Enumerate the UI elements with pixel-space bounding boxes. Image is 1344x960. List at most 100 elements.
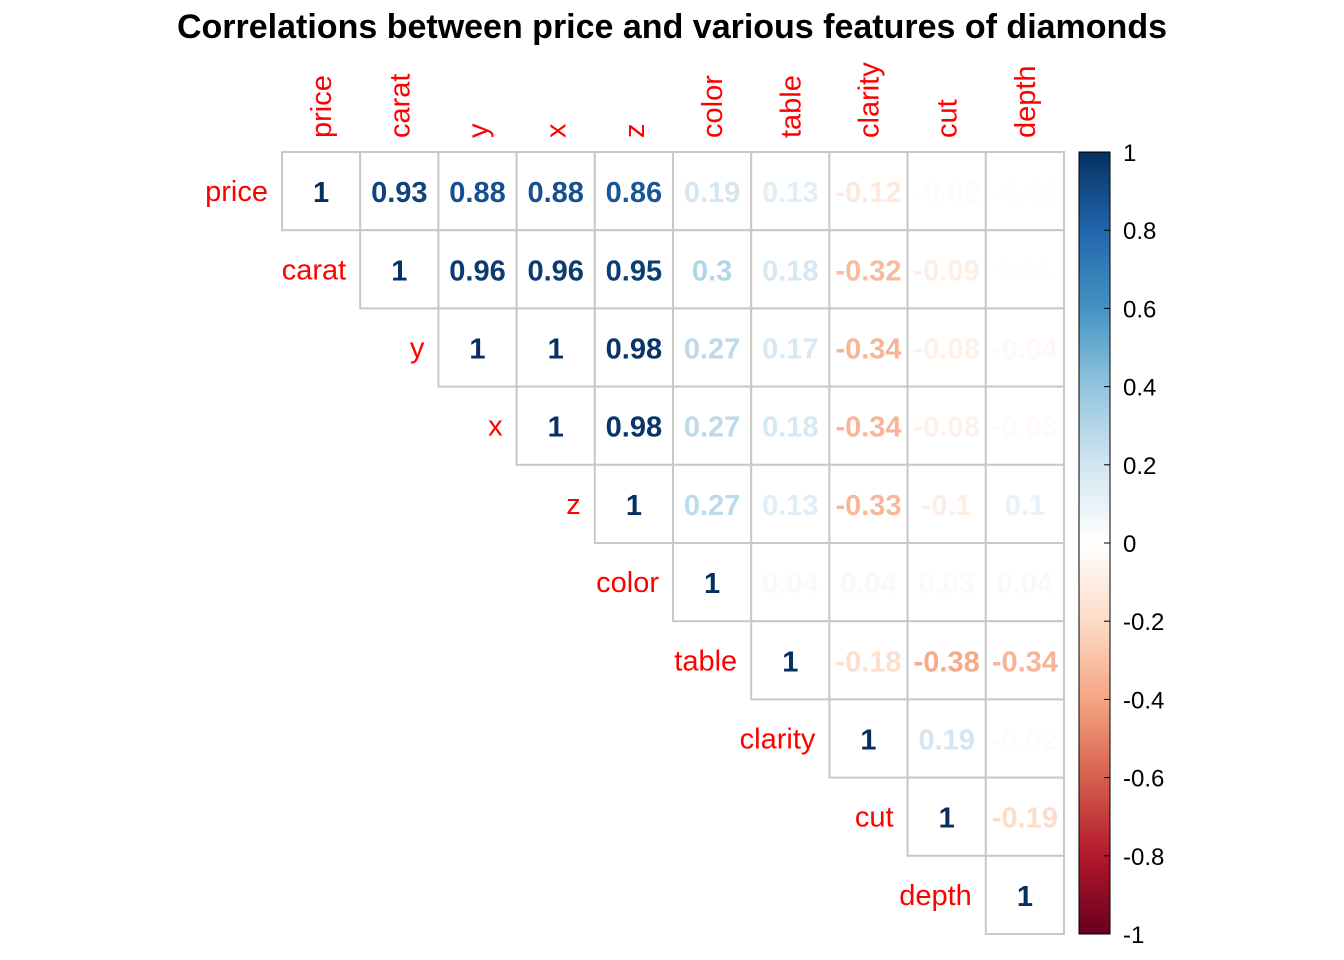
cell-x-cut [906,385,987,466]
cell-y-table [750,307,831,388]
cell-value-clarity-clarity: 1 [860,725,876,757]
row-label-z: z [566,489,581,521]
cell-carat-x [515,229,596,310]
cell-value-carat-x: 0.96 [527,255,583,287]
col-label-price: price [306,75,338,138]
cell-value-clarity-cut: 0.19 [918,725,974,757]
row-label-clarity: clarity [740,724,816,756]
cell-value-depth-depth: 1 [1017,881,1033,913]
cell-table-cut [906,620,987,701]
cell-value-x-color: 0.27 [684,412,740,444]
cell-price-table [750,151,831,232]
col-label-table: table [775,75,807,138]
matrix-cells: 1 0.93 0.88 0.88 0.86 0.19 0.13 -0.12 -0.02 -0.01… [281,151,1065,935]
colorbar: 1 0.8 0.6 0.4 0.2 0 -0.2 -0.4 -0.6 -0.8 -1 [1078,140,1164,949]
cell-value-carat-z: 0.95 [606,255,662,287]
cell-value-price-cut: -0.02 [914,177,980,209]
cell-value-carat-cut: -0.09 [914,255,980,287]
cell-value-y-table: 0.17 [762,334,818,366]
cell-color-color [672,542,753,623]
cell-value-y-clarity: -0.34 [835,334,901,366]
cell-value-carat-color: 0.3 [692,255,732,287]
cell-value-price-x: 0.88 [527,177,583,209]
row-label-price: price [205,176,268,208]
col-label-cut: cut [932,99,964,138]
cell-carat-table [750,229,831,310]
cell-value-color-depth: 0.04 [997,568,1053,600]
cell-value-price-table: 0.13 [762,177,818,209]
cell-value-y-x: 1 [548,334,564,366]
cell-price-cut [906,151,987,232]
cell-value-y-z: 0.98 [606,334,662,366]
cell-value-cut-cut: 1 [939,803,955,835]
cell-y-clarity [828,307,909,388]
colorbar-tick-label: 0.6 [1123,296,1156,323]
cell-cut-cut [906,776,987,857]
colorbar-tick-label: 1 [1123,140,1136,167]
cell-value-x-cut: -0.08 [914,412,980,444]
cell-value-y-color: 0.27 [684,334,740,366]
cell-value-table-table: 1 [782,646,798,678]
cell-value-x-x: 1 [548,412,564,444]
cell-value-z-z: 1 [626,490,642,522]
cell-value-x-depth: -0.03 [992,412,1058,444]
colorbar-tick-label: -0.6 [1123,766,1164,793]
cell-z-table [750,463,831,544]
col-label-z: z [619,124,651,139]
cell-value-clarity-depth: -0.02 [992,725,1058,757]
cell-price-color [672,151,753,232]
cell-z-depth [984,463,1065,544]
cell-value-price-color: 0.19 [684,177,740,209]
cell-value-price-depth: -0.01 [992,177,1058,209]
cell-value-carat-y: 0.96 [449,255,505,287]
cell-value-x-z: 0.98 [606,412,662,444]
cell-value-carat-table: 0.18 [762,255,818,287]
col-label-color: color [697,75,729,138]
cell-value-z-table: 0.13 [762,490,818,522]
cell-carat-cut [906,229,987,310]
cell-depth-depth [984,854,1065,935]
cell-price-clarity [828,151,909,232]
cell-table-table [750,620,831,701]
cell-value-table-cut: -0.38 [914,646,980,678]
col-label-carat: carat [384,74,416,138]
cell-carat-carat [359,229,440,310]
cell-value-y-y: 1 [469,334,485,366]
row-label-cut: cut [855,802,894,834]
cell-value-carat-depth: 0.01 [997,255,1053,287]
cell-value-color-color: 1 [704,568,720,600]
cell-value-z-cut: -0.1 [922,490,972,522]
cell-price-y [437,151,518,232]
cell-value-price-y: 0.88 [449,177,505,209]
cell-value-z-depth: 0.1 [1005,490,1045,522]
cell-color-clarity [828,542,909,623]
cell-value-carat-carat: 1 [391,255,407,287]
cell-carat-y [437,229,518,310]
cell-color-table [750,542,831,623]
cell-value-carat-clarity: -0.32 [835,255,901,287]
cell-value-cut-depth: -0.19 [992,803,1058,835]
cell-x-depth [984,385,1065,466]
cell-price-depth [984,151,1065,232]
cell-color-depth [984,542,1065,623]
cell-value-x-table: 0.18 [762,412,818,444]
chart-title: Correlations between price and various f… [176,8,1168,46]
cell-value-z-color: 0.27 [684,490,740,522]
row-label-table: table [674,645,737,677]
cell-carat-color [672,229,753,310]
cell-clarity-depth [984,698,1065,779]
colorbar-tick-label: -0.8 [1123,844,1164,871]
colorbar-tick-label: 0.2 [1123,453,1156,480]
row-labels: price carat y x z color table clarity cut depth [205,176,972,912]
colorbar-tick-label: 0 [1123,531,1136,558]
cell-value-price-price: 1 [313,177,329,209]
cell-x-clarity [828,385,909,466]
cell-carat-depth [984,229,1065,310]
cell-value-color-table: 0.04 [762,568,818,600]
column-labels: price carat y x z color table clarity cut depth [306,62,1042,138]
cell-value-table-clarity: -0.18 [835,646,901,678]
colorbar-tick-label: -0.4 [1123,687,1164,714]
row-label-y: y [410,333,425,365]
cell-z-z [593,463,674,544]
